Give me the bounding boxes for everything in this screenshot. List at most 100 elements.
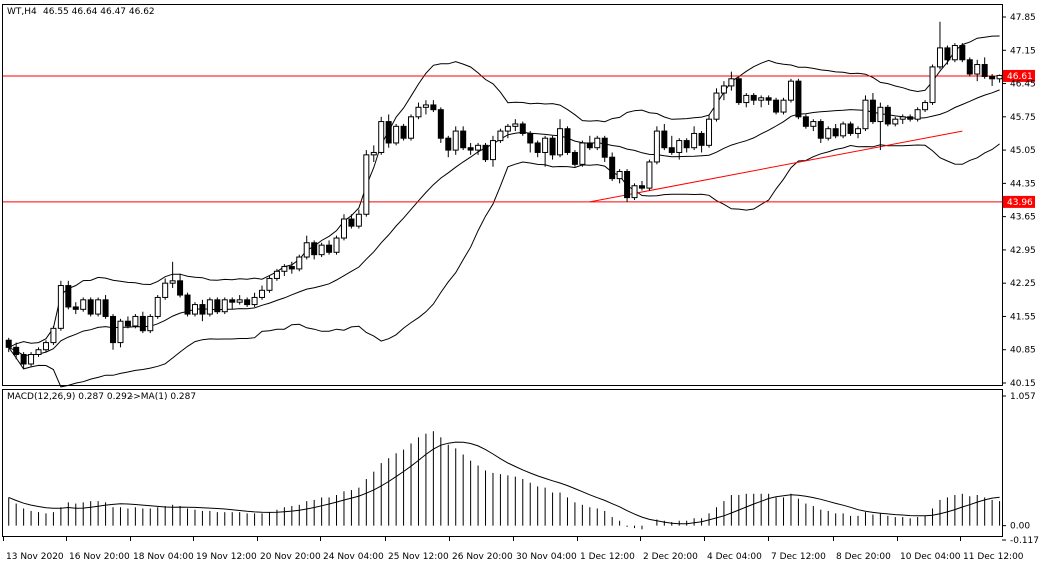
candle-body <box>460 130 467 149</box>
price-tick-label: 47.15 <box>1010 46 1036 56</box>
time-tick-label: 16 Nov 20:00 <box>69 552 130 562</box>
level-price-label: 43.96 <box>1007 198 1033 208</box>
price-tick-label: 44.35 <box>1010 179 1036 189</box>
macd-histogram <box>8 431 1001 530</box>
candle-body <box>489 140 496 161</box>
candle-body <box>855 128 862 134</box>
candle-body <box>534 142 541 153</box>
candle-body <box>959 45 966 61</box>
candle-body <box>303 242 310 258</box>
candle-body <box>13 346 20 355</box>
candle-body <box>132 315 139 327</box>
price-tick-label: 45.05 <box>1010 146 1036 156</box>
candle-body <box>638 185 645 189</box>
level-price-label: 46.61 <box>1007 72 1033 82</box>
price-tick-label: 47.85 <box>1010 13 1036 23</box>
trendline-segment <box>589 130 963 203</box>
bollinger-bands <box>8 35 1000 388</box>
candle-body <box>750 94 757 101</box>
candle-body <box>95 299 102 315</box>
time-tick-label: 24 Nov 04:00 <box>323 552 384 562</box>
time-tick-label: 20 Nov 20:00 <box>260 552 321 562</box>
candle-body <box>869 99 876 123</box>
candle-body <box>944 47 951 61</box>
candle-body <box>549 137 556 156</box>
candle-body <box>422 104 429 108</box>
candle-body <box>378 121 385 153</box>
candle-body <box>467 147 474 151</box>
candle-body <box>780 99 787 113</box>
macd-tick-label: -0.117 <box>1010 536 1039 546</box>
candle-body <box>564 128 571 153</box>
price-tick-label: 40.15 <box>1010 379 1036 389</box>
candle-body <box>706 118 713 146</box>
macd-label: MACD(12,26,9) 0.287 0.292 <box>7 392 133 402</box>
candle-body <box>266 277 273 291</box>
candle-body <box>661 130 668 149</box>
candle-body <box>683 140 690 149</box>
candle-body <box>773 99 780 113</box>
candle-body <box>5 339 12 348</box>
time-tick-label: 13 Nov 2020 <box>6 552 64 562</box>
candle-body <box>728 78 735 87</box>
candle-body <box>787 80 794 101</box>
time-tick-label: 19 Nov 12:00 <box>196 552 257 562</box>
price-tick-label: 42.95 <box>1010 246 1036 256</box>
candle-body <box>691 132 698 149</box>
time-tick-label: 8 Dec 20:00 <box>836 552 891 562</box>
candle-body <box>475 144 482 151</box>
macd-tick-label: 0.00 <box>1010 522 1030 532</box>
candle-body <box>497 130 504 142</box>
candle-body <box>579 142 586 165</box>
candle-body <box>571 151 578 165</box>
candle-body <box>877 106 884 123</box>
time-tick-label: 4 Dec 04:00 <box>707 552 762 562</box>
candle-body <box>832 128 839 137</box>
candle-body <box>326 244 333 253</box>
candle-body <box>415 106 422 118</box>
candle-body <box>117 320 124 344</box>
candle-body <box>512 123 519 127</box>
candle-body <box>452 130 459 151</box>
candle-body <box>206 299 213 315</box>
ohlc-label: 46.55 46.64 46.47 46.62 <box>43 7 155 17</box>
candle-body <box>996 74 1003 80</box>
candle-body <box>974 64 981 75</box>
candle-body <box>281 266 288 272</box>
macd-tick-label: 1.057 <box>1010 392 1036 402</box>
candle-body <box>288 266 295 270</box>
bb-middle-line <box>8 89 1000 356</box>
candle-body <box>981 64 988 77</box>
candle-body <box>385 121 392 144</box>
candle-body <box>110 315 117 344</box>
time-tick-label: 26 Nov 20:00 <box>452 552 513 562</box>
candle-body <box>989 75 996 80</box>
candle-body <box>735 78 742 104</box>
candle-body <box>899 116 906 120</box>
price-tick-label: 43.65 <box>1010 213 1036 223</box>
candle-body <box>892 118 899 125</box>
candle-body <box>936 47 943 68</box>
candle-body <box>586 142 593 149</box>
candle-body <box>624 170 631 199</box>
candle-body <box>802 116 809 127</box>
candle-body <box>668 147 675 153</box>
candle-body <box>914 109 921 120</box>
time-tick-label: 7 Dec 12:00 <box>771 552 826 562</box>
macd-panel-frame <box>2 389 1003 537</box>
candle-body <box>20 353 27 365</box>
level-price-tag <box>1003 195 1035 208</box>
candle-body <box>698 132 705 146</box>
macd-axis: 1.057 0.00 -0.117 <box>1002 392 1039 546</box>
bb-upper-line <box>8 35 1000 348</box>
time-axis: 13 Nov 2020 16 Nov 20:00 18 Nov 04:00 19 No… <box>3 537 1024 562</box>
time-tick-label: 2 Dec 20:00 <box>643 552 698 562</box>
candle-body <box>601 137 608 158</box>
candle-body <box>221 299 228 313</box>
candle-body <box>229 299 236 303</box>
candle-body <box>557 128 564 156</box>
candle-body <box>817 121 824 139</box>
candle-body <box>795 80 802 118</box>
